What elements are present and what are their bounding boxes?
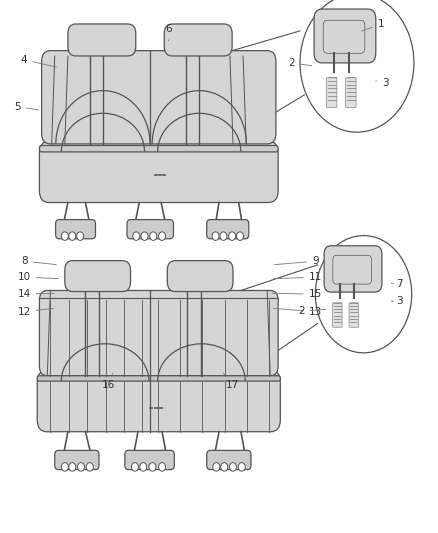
FancyBboxPatch shape <box>346 78 356 108</box>
Circle shape <box>159 463 166 471</box>
Text: 10: 10 <box>18 272 59 282</box>
Circle shape <box>159 232 166 240</box>
FancyBboxPatch shape <box>332 303 342 327</box>
Circle shape <box>140 463 147 471</box>
FancyBboxPatch shape <box>42 51 276 144</box>
Text: 13: 13 <box>273 307 322 317</box>
Circle shape <box>229 232 236 240</box>
FancyBboxPatch shape <box>37 370 280 432</box>
Text: 8: 8 <box>21 256 57 266</box>
Text: 5: 5 <box>14 102 39 111</box>
FancyBboxPatch shape <box>326 78 337 108</box>
Circle shape <box>300 0 414 132</box>
Text: 12: 12 <box>18 307 53 317</box>
Text: 7: 7 <box>391 279 403 288</box>
Text: 3: 3 <box>391 296 403 306</box>
Text: 2: 2 <box>288 58 312 68</box>
FancyBboxPatch shape <box>207 220 249 239</box>
Circle shape <box>212 232 219 240</box>
Circle shape <box>213 463 220 471</box>
FancyBboxPatch shape <box>37 376 280 381</box>
Circle shape <box>77 232 84 240</box>
Circle shape <box>61 232 68 240</box>
Text: 17: 17 <box>223 373 239 390</box>
Text: 15: 15 <box>272 289 322 299</box>
Circle shape <box>133 232 140 240</box>
Circle shape <box>141 232 148 240</box>
Circle shape <box>86 463 93 471</box>
Text: 6: 6 <box>165 25 172 41</box>
FancyBboxPatch shape <box>65 261 131 292</box>
Text: 1: 1 <box>362 19 385 31</box>
Circle shape <box>69 232 76 240</box>
FancyBboxPatch shape <box>68 24 136 56</box>
Text: 14: 14 <box>18 289 54 299</box>
Text: 2: 2 <box>298 306 326 316</box>
Circle shape <box>220 232 227 240</box>
Circle shape <box>131 463 138 471</box>
FancyBboxPatch shape <box>323 20 365 53</box>
Text: 16: 16 <box>102 373 115 390</box>
FancyBboxPatch shape <box>39 146 278 152</box>
FancyBboxPatch shape <box>333 255 371 284</box>
FancyBboxPatch shape <box>324 246 382 292</box>
FancyBboxPatch shape <box>349 303 359 327</box>
FancyBboxPatch shape <box>314 9 376 63</box>
Text: 9: 9 <box>274 256 319 266</box>
Text: 11: 11 <box>273 272 322 282</box>
FancyBboxPatch shape <box>125 450 174 470</box>
FancyBboxPatch shape <box>55 450 99 470</box>
FancyBboxPatch shape <box>39 141 278 203</box>
Circle shape <box>78 463 85 471</box>
FancyBboxPatch shape <box>167 261 233 292</box>
FancyBboxPatch shape <box>56 220 95 239</box>
Circle shape <box>315 236 412 353</box>
Circle shape <box>237 232 244 240</box>
FancyBboxPatch shape <box>207 450 251 470</box>
Text: 3: 3 <box>376 78 389 87</box>
FancyBboxPatch shape <box>39 290 278 376</box>
Circle shape <box>69 463 76 471</box>
Circle shape <box>238 463 245 471</box>
Circle shape <box>61 463 68 471</box>
Circle shape <box>150 232 157 240</box>
Text: 4: 4 <box>21 55 57 67</box>
FancyBboxPatch shape <box>164 24 232 56</box>
Circle shape <box>221 463 228 471</box>
FancyBboxPatch shape <box>127 220 173 239</box>
Circle shape <box>149 463 156 471</box>
Circle shape <box>230 463 237 471</box>
